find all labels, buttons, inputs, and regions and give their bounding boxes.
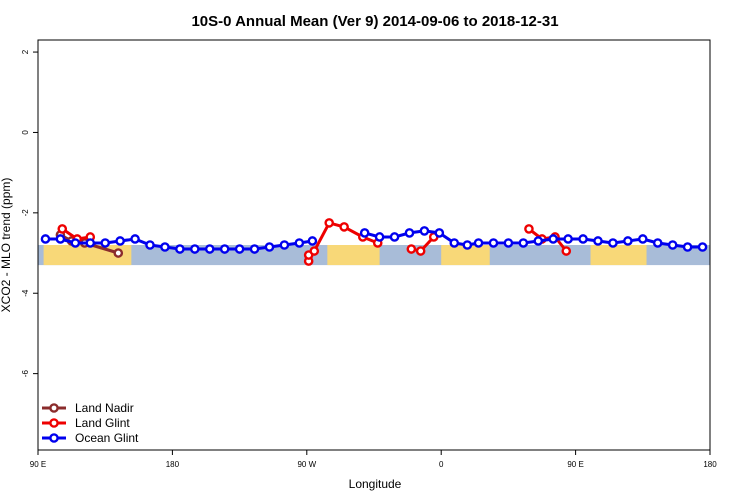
data-point [533, 236, 544, 246]
x-tick-label: 90 W [297, 460, 316, 469]
data-point [85, 238, 96, 248]
data-point [374, 232, 385, 242]
data-point [264, 242, 275, 252]
x-tick-label: 90 E [30, 460, 46, 469]
data-point [623, 236, 633, 246]
data-point [40, 234, 51, 244]
data-point [339, 222, 349, 232]
axes: 90 E 180 90 W 0 90 E 180 2 0 -2 -4 -6 [21, 49, 717, 469]
legend-item: Land Nadir [42, 401, 134, 415]
data-point [434, 228, 445, 238]
legend-label: Land Nadir [75, 401, 134, 415]
data-series [40, 218, 708, 266]
data-point [561, 246, 572, 256]
series-ocean-glint [40, 226, 708, 254]
data-point [419, 226, 430, 236]
data-point [279, 240, 290, 250]
data-point [294, 238, 305, 248]
legend-item: Ocean Glint [42, 431, 139, 445]
data-point [697, 242, 708, 252]
legend-marker [49, 433, 59, 443]
legend-item: Land Glint [42, 416, 130, 430]
x-tick-label: 0 [439, 460, 444, 469]
data-point [667, 240, 678, 250]
legend-label: Land Glint [75, 416, 130, 430]
data-point [462, 240, 473, 250]
data-point [130, 234, 140, 244]
data-point [682, 242, 693, 252]
y-axis-title: XCO2 - MLO trend (ppm) [0, 178, 13, 313]
data-point [70, 238, 81, 248]
data-point [563, 234, 573, 244]
data-point [113, 248, 124, 258]
legend-marker [49, 418, 59, 428]
data-point [524, 224, 534, 234]
data-point [189, 244, 200, 254]
map-land-segment [590, 245, 647, 266]
data-point [503, 238, 514, 248]
data-point [518, 238, 529, 248]
x-tick-label: 90 E [567, 460, 583, 469]
legend-label: Ocean Glint [75, 431, 139, 445]
data-point [249, 244, 260, 254]
data-point [219, 244, 230, 254]
data-point [160, 242, 170, 252]
data-point [593, 236, 603, 246]
map-land-segment [327, 245, 380, 266]
x-tick-label: 180 [166, 460, 180, 469]
data-point [309, 246, 320, 256]
data-point [115, 236, 125, 246]
data-point [638, 234, 648, 244]
data-point [449, 238, 460, 248]
data-point [578, 234, 588, 244]
data-point [204, 244, 215, 254]
chart-title: 10S-0 Annual Mean (Ver 9) 2014-09-06 to … [191, 13, 558, 30]
y-tick-label: -6 [21, 370, 30, 378]
data-point [307, 236, 318, 246]
data-point [404, 228, 415, 238]
legend-marker [49, 403, 59, 413]
y-tick-label: -2 [21, 209, 30, 217]
data-point [55, 234, 66, 244]
data-point [57, 224, 68, 234]
data-point [175, 244, 185, 254]
data-point [145, 240, 155, 250]
data-point [389, 232, 400, 242]
plot-frame [37, 39, 711, 451]
x-tick-label: 180 [703, 460, 717, 469]
y-tick-label: 2 [21, 49, 30, 54]
data-point [406, 244, 417, 254]
map-land-segment [441, 245, 490, 266]
y-tick-label: 0 [21, 130, 30, 135]
y-tick-label: -4 [21, 289, 30, 297]
data-point [652, 238, 663, 248]
data-point [473, 238, 484, 248]
data-point [100, 238, 110, 248]
data-point [415, 246, 426, 256]
data-point [234, 244, 245, 254]
data-point [608, 238, 618, 248]
data-point [324, 218, 335, 228]
x-axis-title: Longitude [349, 477, 402, 491]
data-point [359, 228, 370, 238]
data-point [548, 234, 559, 244]
data-point [488, 238, 499, 248]
background-map [38, 245, 710, 266]
